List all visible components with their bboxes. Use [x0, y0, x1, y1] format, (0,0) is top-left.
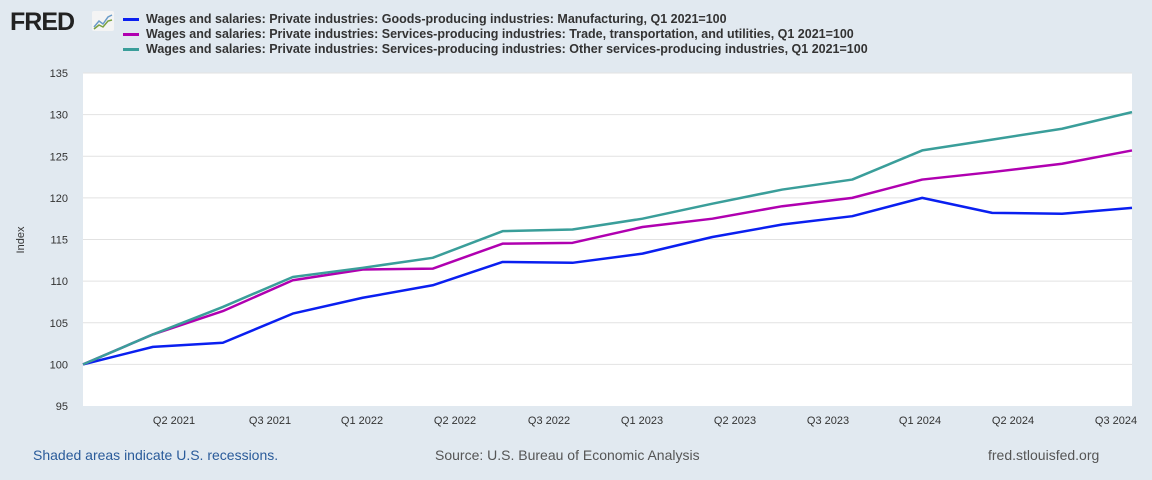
legend-item-trade: Wages and salaries: Private industries: … — [123, 27, 854, 41]
x-tick-label: Q3 2023 — [807, 415, 849, 427]
y-tick-label: 105 — [50, 318, 68, 330]
y-tick-label: 125 — [50, 151, 68, 163]
x-tick-label: Q3 2022 — [528, 415, 570, 427]
series-line-1 — [82, 149, 1133, 366]
source-note: Source: U.S. Bureau of Economic Analysis — [435, 447, 700, 463]
y-axis-label: Index — [15, 226, 27, 253]
x-tick-label: Q1 2022 — [341, 415, 383, 427]
x-tick-label: Q2 2024 — [992, 415, 1034, 427]
legend-item-manufacturing: Wages and salaries: Private industries: … — [123, 12, 727, 26]
site-link[interactable]: fred.stlouisfed.org — [988, 447, 1100, 463]
y-tick-label: 130 — [50, 110, 68, 122]
y-tick-label: 100 — [50, 359, 68, 371]
legend-label: Wages and salaries: Private industries: … — [146, 12, 727, 26]
series-line-0 — [82, 196, 1133, 366]
x-tick-label: Q1 2024 — [899, 415, 941, 427]
legend-item-other-services: Wages and salaries: Private industries: … — [123, 42, 868, 56]
x-tick-label: Q1 2023 — [621, 415, 663, 427]
x-tick-label: Q3 2024 — [1095, 415, 1137, 427]
legend-label: Wages and salaries: Private industries: … — [146, 27, 854, 41]
x-tick-label: Q2 2023 — [714, 415, 756, 427]
recessions-note[interactable]: Shaded areas indicate U.S. recessions. — [33, 447, 279, 463]
x-tick-label: Q2 2021 — [153, 415, 195, 427]
x-tick-label: Q2 2022 — [434, 415, 476, 427]
fred-logo[interactable]: FRED — [10, 8, 75, 36]
line-chart: 95 100 105 110 115 120 125 130 135 Q2 2021 Q3 2021… — [15, 68, 1137, 427]
legend-label: Wages and salaries: Private industries: … — [146, 42, 868, 56]
y-tick-label: 115 — [50, 235, 68, 247]
y-tick-label: 95 — [56, 401, 68, 413]
y-tick-label: 120 — [50, 193, 68, 205]
y-tick-label: 110 — [50, 276, 68, 288]
chart-logo-icon — [92, 11, 114, 31]
series-line-2 — [82, 110, 1133, 366]
x-tick-label: Q3 2021 — [249, 415, 291, 427]
y-tick-label: 135 — [50, 68, 68, 80]
